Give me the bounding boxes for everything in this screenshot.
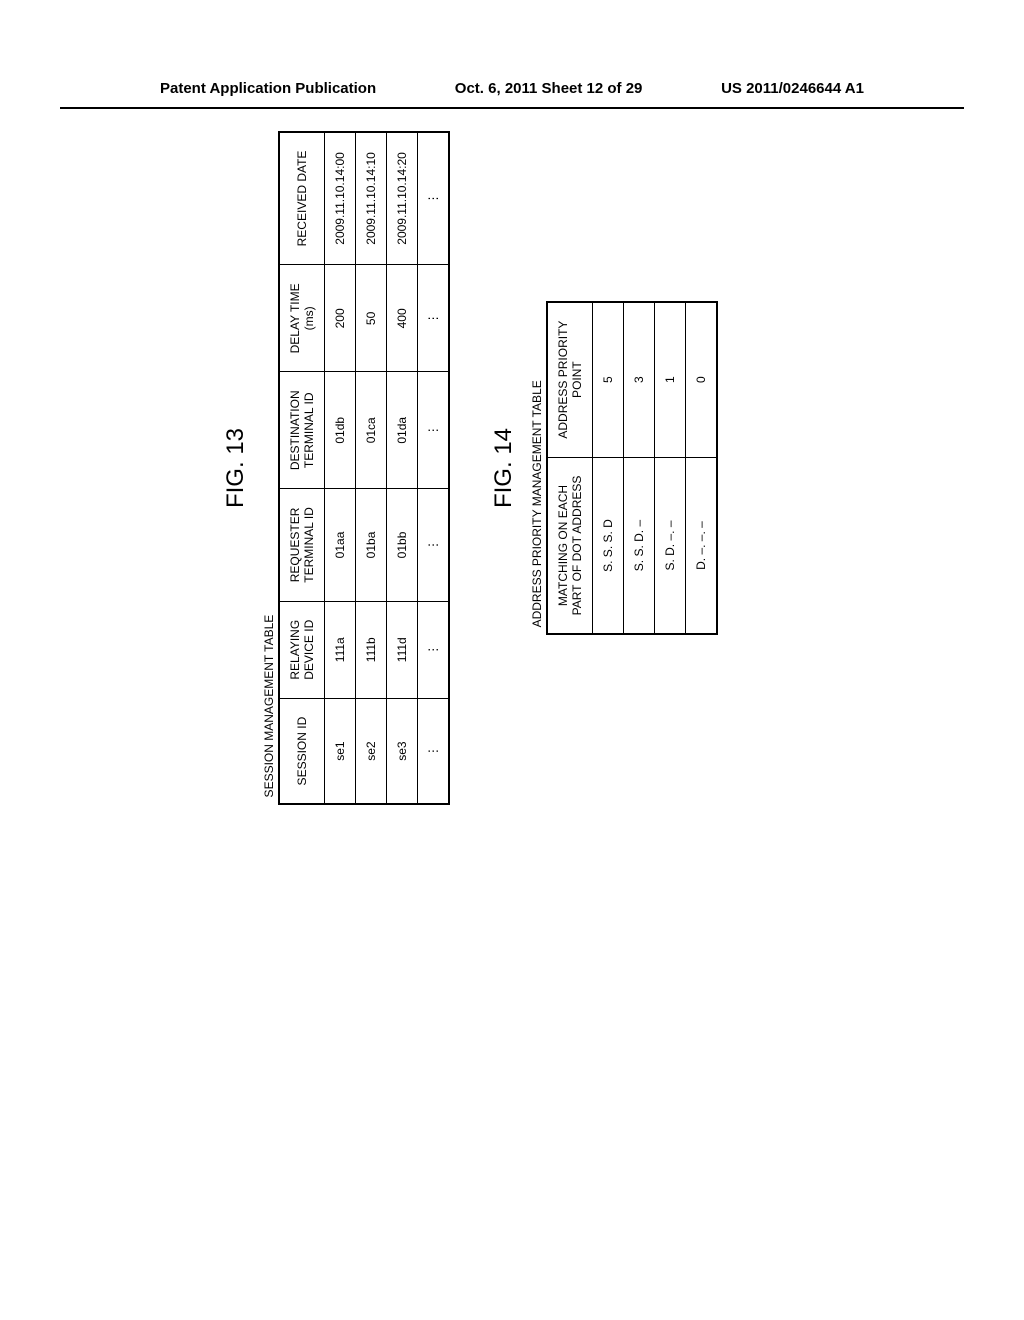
session-table-cell: 01db [325, 372, 356, 489]
session-table-cell: ⋮ [418, 698, 450, 804]
address-table-row: D. –. –. –0 [686, 302, 718, 635]
address-table-header-cell: ADDRESS PRIORITY POINT [547, 302, 593, 458]
address-table-cell: 3 [624, 302, 655, 458]
session-table-header-cell: SESSION ID [279, 698, 325, 804]
session-table-header-cell: RECEIVED DATE [279, 132, 325, 265]
address-table-cell: 1 [655, 302, 686, 458]
address-table-cell: S. S. D. – [624, 457, 655, 634]
session-table-cell: 2009.11.10.14:20 [387, 132, 418, 265]
session-table-cell: 01ba [356, 489, 387, 602]
session-table-cell: 01ca [356, 372, 387, 489]
session-table-header-cell: DESTINATION TERMINAL ID [279, 372, 325, 489]
session-table-cell: 01aa [325, 489, 356, 602]
figure-13: FIG. 13 SESSION MANAGEMENT TABLE SESSION… [222, 131, 450, 806]
session-table-cell: 200 [325, 265, 356, 372]
session-table-cell: 01da [387, 372, 418, 489]
session-table-cell: ⋮ [418, 489, 450, 602]
session-table-cell: ⋮ [418, 601, 450, 698]
session-table-cell: se2 [356, 698, 387, 804]
session-table-cell: 400 [387, 265, 418, 372]
fig13-table-name: SESSION MANAGEMENT TABLE [262, 131, 276, 798]
session-table-cell: 2009.11.10.14:00 [325, 132, 356, 265]
session-table-header-cell: DELAY TIME (ms) [279, 265, 325, 372]
session-table-row: se3111d01bb01da4002009.11.10.14:20 [387, 132, 418, 805]
address-table-cell: 0 [686, 302, 718, 458]
session-table-row: se1111a01aa01db2002009.11.10.14:00 [325, 132, 356, 805]
session-table-cell: 01bb [387, 489, 418, 602]
fig14-label: FIG. 14 [490, 301, 518, 636]
session-table-cell: 111a [325, 601, 356, 698]
session-table-cell: ⋮ [418, 265, 450, 372]
address-table-header-cell: MATCHING ON EACH PART OF DOT ADDRESS [547, 457, 593, 634]
session-table-cell: ⋮ [418, 372, 450, 489]
address-table-row: S. S. S. D5 [593, 302, 624, 635]
session-table-cell: se3 [387, 698, 418, 804]
session-table-cell: ⋮ [418, 132, 450, 265]
session-table-row: ⋮⋮⋮⋮⋮⋮ [418, 132, 450, 805]
fig14-table-name: ADDRESS PRIORITY MANAGEMENT TABLE [530, 301, 544, 628]
address-table-cell: 5 [593, 302, 624, 458]
session-table-cell: se1 [325, 698, 356, 804]
session-table-row: se2111b01ba01ca502009.11.10.14:10 [356, 132, 387, 805]
session-table-cell: 111b [356, 601, 387, 698]
address-table-row: S. D. –. –1 [655, 302, 686, 635]
address-priority-table: MATCHING ON EACH PART OF DOT ADDRESSADDR… [546, 301, 718, 636]
session-table-cell: 50 [356, 265, 387, 372]
address-table-cell: S. D. –. – [655, 457, 686, 634]
address-table-cell: D. –. –. – [686, 457, 718, 634]
address-table-row: S. S. D. –3 [624, 302, 655, 635]
session-management-table: SESSION IDRELAYING DEVICE IDREQUESTER TE… [278, 131, 450, 806]
figure-14: FIG. 14 ADDRESS PRIORITY MANAGEMENT TABL… [490, 301, 718, 636]
address-table-cell: S. S. S. D [593, 457, 624, 634]
rotated-content: FIG. 13 SESSION MANAGEMENT TABLE SESSION… [222, 0, 758, 1068]
session-table-cell: 111d [387, 601, 418, 698]
fig13-label: FIG. 13 [222, 131, 250, 806]
session-table-header-cell: REQUESTER TERMINAL ID [279, 489, 325, 602]
session-table-cell: 2009.11.10.14:10 [356, 132, 387, 265]
session-table-header-cell: RELAYING DEVICE ID [279, 601, 325, 698]
